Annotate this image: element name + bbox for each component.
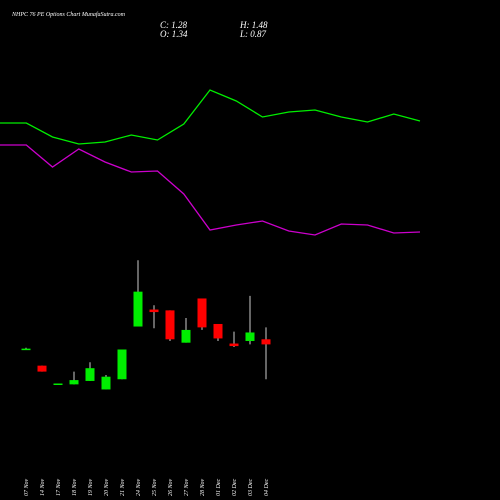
x-tick-label: 02 Dec bbox=[232, 479, 238, 496]
x-tick-label: 21 Nov bbox=[120, 478, 126, 496]
candle-body bbox=[101, 376, 111, 390]
candle-body bbox=[181, 329, 191, 343]
x-tick-label: 20 Nov bbox=[104, 478, 110, 496]
candle-body bbox=[245, 332, 255, 341]
candle-body bbox=[149, 309, 159, 313]
candle-body bbox=[37, 365, 47, 372]
x-tick-label: 24 Nov bbox=[135, 478, 142, 496]
x-tick-label: 28 Nov bbox=[200, 478, 206, 496]
x-tick-label: 25 Nov bbox=[152, 478, 158, 496]
x-tick-label: 14 Nov bbox=[39, 478, 46, 496]
x-tick-label: 07 Nov bbox=[24, 478, 30, 496]
candle-body bbox=[133, 291, 143, 327]
candle-body bbox=[229, 343, 239, 347]
low-label: L: 0.87 bbox=[239, 29, 267, 39]
candle-body bbox=[261, 339, 271, 345]
high-label: H: 1.48 bbox=[239, 20, 268, 30]
indicator-line bbox=[0, 89, 421, 145]
x-tick-label: 17 Nov bbox=[56, 478, 62, 496]
candle-body bbox=[117, 349, 127, 380]
chart-title: NHPC 76 PE Options Chart MunafaSutra.com bbox=[11, 11, 126, 18]
candle-body bbox=[53, 383, 63, 386]
x-tick-label: 27 Nov bbox=[184, 478, 190, 496]
x-tick-label: 26 Nov bbox=[168, 478, 174, 496]
candle-body bbox=[213, 323, 223, 339]
close-label: C: 1.28 bbox=[160, 20, 188, 30]
candle-body bbox=[85, 368, 95, 381]
candle-body bbox=[165, 310, 175, 340]
candle-body bbox=[21, 348, 31, 351]
open-label: O: 1.34 bbox=[160, 29, 188, 39]
x-tick-label: 18 Nov bbox=[72, 478, 78, 496]
indicator-line bbox=[0, 144, 421, 236]
x-tick-label: 03 Dec bbox=[248, 479, 254, 496]
x-tick-label: 04 Dec bbox=[263, 479, 270, 496]
x-tick-label: 01 Dec bbox=[216, 479, 222, 496]
x-tick-label: 19 Nov bbox=[88, 478, 94, 496]
candle-body bbox=[197, 298, 207, 328]
candle-body bbox=[69, 380, 79, 385]
